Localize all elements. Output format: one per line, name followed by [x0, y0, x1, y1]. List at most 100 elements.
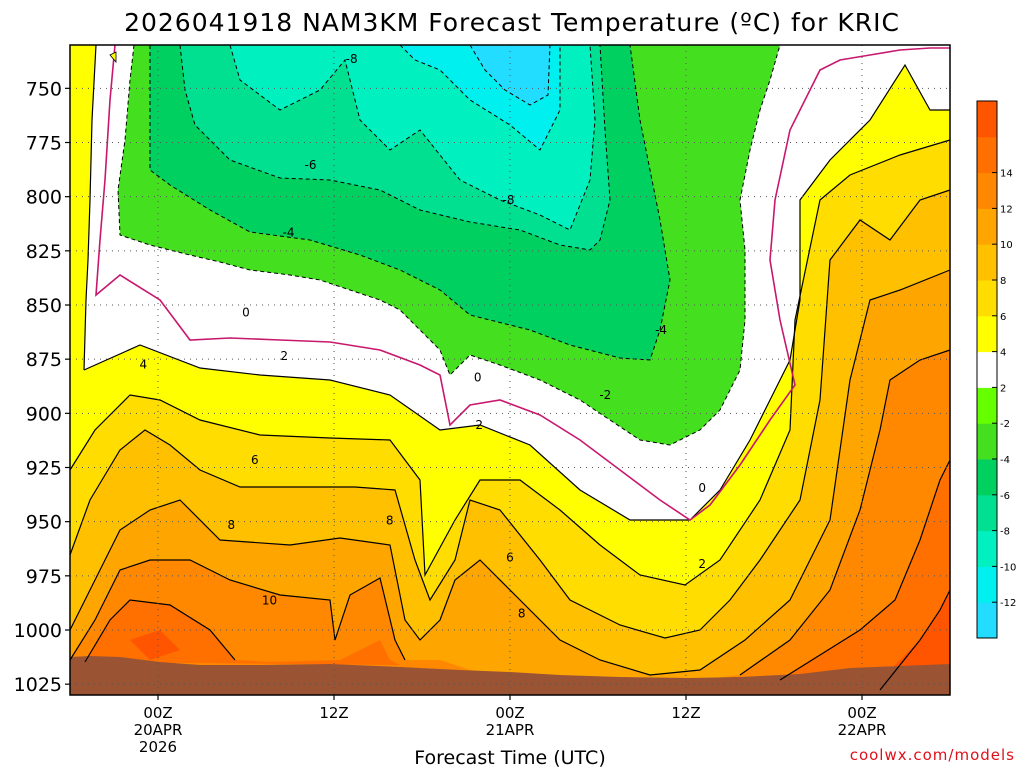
chart-title: 2026041918 NAM3KM Forecast Temperature (… [124, 8, 900, 37]
colorbar-label: 6 [1000, 312, 1006, 323]
x-tick-label: 00Z [495, 704, 524, 722]
y-tick-label: 975 [26, 566, 62, 588]
contour-label: 4 [140, 358, 148, 372]
band-12-to-14 [85, 460, 950, 690]
contour-label: 8 [386, 514, 394, 528]
contour-label: 6 [506, 550, 514, 564]
contour-minus4 [149, 44, 671, 361]
x-tick-label: 00Z [143, 704, 172, 722]
colorbar-segment [977, 566, 997, 603]
x-axis-title: Forecast Time (UTC) [414, 747, 605, 768]
contour-label: 2 [280, 349, 288, 363]
y-tick-label: 775 [26, 133, 62, 155]
contour-0 [95, 44, 950, 521]
colorbar-segment [977, 459, 997, 496]
colorbar-label: -4 [1000, 455, 1010, 466]
colorbar-segment [977, 280, 997, 317]
colorbar-label: 8 [1000, 276, 1006, 287]
colorbar-label: -2 [1000, 419, 1010, 430]
colorbar-segment [977, 387, 997, 424]
colorbar-segment [977, 602, 997, 639]
x-tick-label: 20APR [134, 721, 183, 739]
colorbar-label: -6 [1000, 491, 1010, 502]
contour-label: -4 [283, 225, 295, 239]
colorbar: 14 12 10 8 6 4 2 -2 -4 -6 -8 -10 -12 [976, 100, 1016, 639]
colorbar-label: -8 [1000, 527, 1010, 538]
contour-4 [69, 139, 951, 586]
y-tick-label: 925 [26, 458, 62, 480]
contour-minus10 [399, 44, 561, 151]
x-tick-label: 2026 [139, 738, 177, 756]
contour-2-north [83, 44, 97, 371]
colorbar-label: 12 [1000, 204, 1013, 215]
contour-minus6 [179, 44, 611, 251]
y-tick-label: 800 [26, 187, 62, 209]
contour-10-east [739, 349, 951, 676]
colorbar-segment [977, 423, 997, 460]
y-tick-label: 950 [26, 512, 62, 534]
colorbar-frame [976, 100, 998, 639]
grid [70, 45, 950, 695]
colorbar-label: 4 [1000, 348, 1006, 359]
colorbar-label: 2 [1000, 383, 1006, 394]
colorbar-segment [977, 208, 997, 245]
colorbar-label: -10 [1000, 562, 1016, 573]
contour-labels: -8 -6 -4 0 2 4 6 8 10 8 -8 0 2 6 8 -2 -4 0 2 [140, 52, 706, 621]
contour-label: 2 [698, 557, 706, 571]
band-8-to-10 [70, 270, 950, 695]
contour-14-east [879, 589, 951, 691]
colorbar-segment [977, 351, 997, 388]
contour-label: 0 [698, 481, 706, 495]
y-tick-label: 875 [26, 349, 62, 371]
contour-12-west [84, 599, 236, 663]
contour-label: 0 [474, 371, 482, 385]
colorbar-label: 14 [1000, 169, 1013, 180]
x-tick-label: 00Z [847, 704, 876, 722]
band-10-to-12 [70, 350, 950, 695]
y-tick-label: 1025 [14, 674, 62, 696]
freezing-lines [95, 44, 950, 521]
plot-area: -8 -6 -4 0 2 4 6 8 10 8 -8 0 2 6 8 -2 -4 0 2 [69, 44, 951, 696]
contour-label: 2 [475, 418, 483, 432]
y-axis: 750 775 800 825 850 875 900 925 950 975 1000 1025 [14, 78, 70, 696]
colorbar-segment [977, 101, 997, 138]
y-tick-label: 900 [26, 403, 62, 425]
y-tick-label: 850 [26, 295, 62, 317]
contour-minus8 [229, 44, 596, 231]
colorbar-segment [977, 494, 997, 532]
x-tick-label: 21APR [486, 721, 535, 739]
credit-text: coolwx.com/models [850, 746, 1015, 764]
contour-8 [69, 269, 951, 676]
y-tick-label: 750 [26, 78, 62, 100]
contour-10 [69, 559, 406, 661]
contour-12-east [779, 459, 951, 681]
colorbar-segment [977, 244, 997, 281]
contour-label: -8 [346, 52, 358, 66]
contour-label: 0 [242, 306, 250, 320]
y-tick-label: 825 [26, 241, 62, 263]
contour-label: -6 [305, 158, 317, 172]
contour-label: 10 [262, 594, 277, 608]
contour-label: -4 [655, 323, 667, 337]
contour-label: -2 [599, 388, 611, 402]
contour-minus12 [469, 44, 551, 106]
contour-lines [69, 44, 951, 691]
cold-contour-lines [117, 44, 781, 446]
colorbar-segment [977, 530, 997, 567]
colorbar-label: -12 [1000, 598, 1016, 609]
x-tick-label: 12Z [319, 704, 348, 722]
contour-6 [69, 189, 951, 639]
colorbar-segment [977, 315, 997, 353]
y-tick-label: 1000 [14, 620, 62, 642]
warm-speck [109, 51, 117, 64]
colorbar-segment [977, 136, 997, 174]
x-tick-label: 22APR [838, 721, 887, 739]
contour-label: 6 [251, 453, 259, 467]
contour-label: 8 [518, 607, 526, 621]
colorbar-label: 10 [1000, 240, 1013, 251]
colorbar-segment [977, 172, 997, 209]
x-tick-label: 12Z [671, 704, 700, 722]
contour-label: -8 [503, 193, 515, 207]
